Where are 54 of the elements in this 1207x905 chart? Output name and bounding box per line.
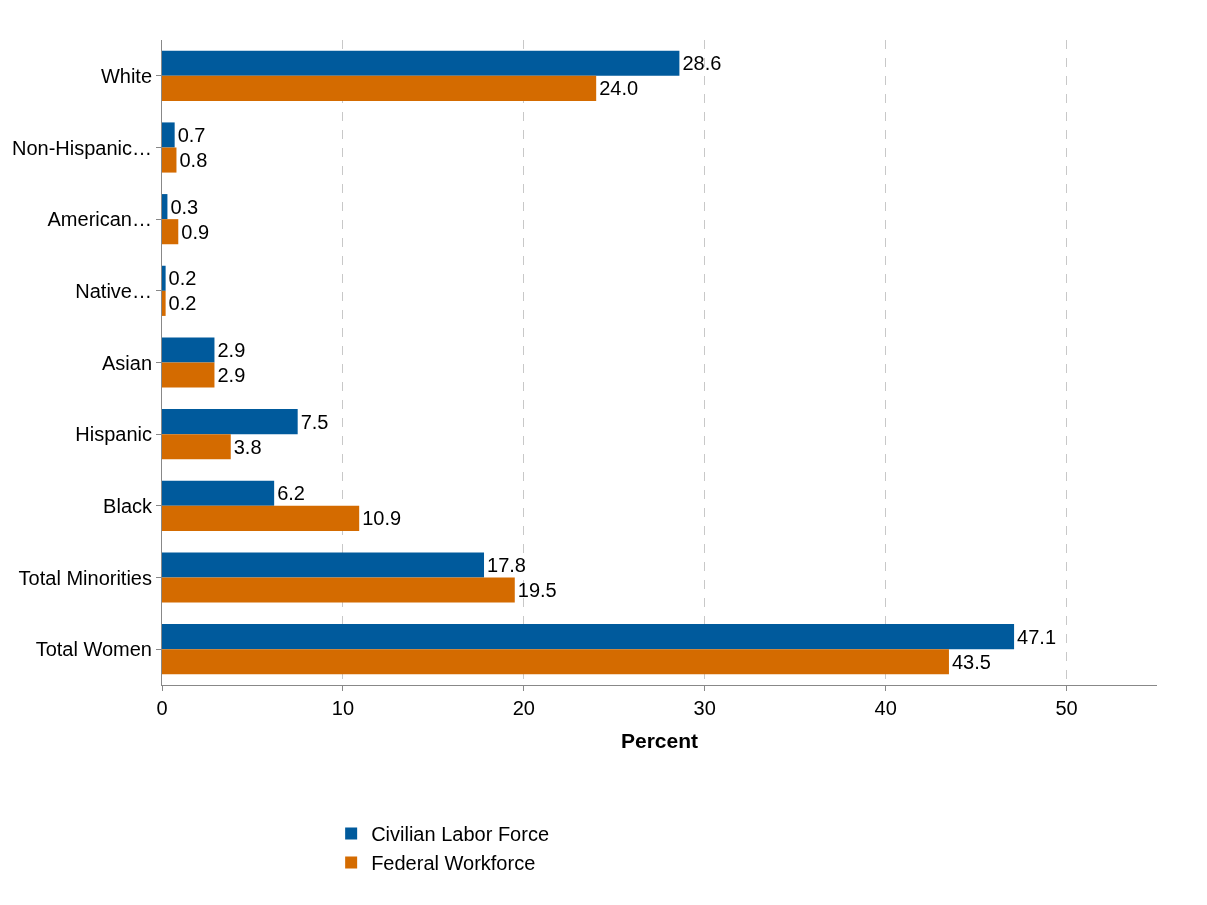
bar <box>162 577 515 603</box>
x-tick-label: 40 <box>874 697 897 719</box>
data-label: 28.6 <box>682 52 722 75</box>
y-tick-label: Non-Hispanic… <box>11 136 152 159</box>
x-tick-label: 30 <box>693 697 716 719</box>
bar <box>162 434 231 460</box>
bar <box>162 362 215 388</box>
bar <box>162 505 360 531</box>
bar <box>162 194 168 220</box>
bar <box>162 147 177 173</box>
data-label: 0.8 <box>179 149 208 172</box>
data-label: 7.5 <box>300 410 329 433</box>
y-tick-label: Black <box>103 494 153 517</box>
bar <box>162 409 298 435</box>
bar <box>162 219 179 245</box>
y-tick-label: Total Women <box>35 638 152 661</box>
bar <box>162 50 680 76</box>
data-label: 2.9 <box>217 338 246 361</box>
bar <box>162 75 597 101</box>
data-label: 10.9 <box>362 507 402 530</box>
y-tick-label: Asian <box>101 351 152 374</box>
y-tick-label: Hispanic <box>75 423 152 446</box>
data-label: 43.5 <box>951 650 991 673</box>
data-label: 24.0 <box>599 77 639 100</box>
data-label: 6.2 <box>277 482 305 505</box>
legend-label: Civilian Labor Force <box>371 823 550 846</box>
data-label: 47.1 <box>1017 625 1057 648</box>
data-label: 19.5 <box>517 579 557 602</box>
x-tick-label: 0 <box>156 697 168 719</box>
data-label: 0.2 <box>168 267 197 290</box>
x-tick-label: 10 <box>331 697 355 719</box>
bar <box>162 122 175 148</box>
x-tick-label: 50 <box>1055 697 1078 719</box>
bar <box>162 480 275 506</box>
bar <box>162 649 949 675</box>
data-label: 0.9 <box>181 220 210 243</box>
bar <box>162 290 166 316</box>
x-tick-label: 20 <box>512 697 535 719</box>
x-axis-title: Percent <box>620 729 699 753</box>
y-tick-label: Native… <box>75 279 152 302</box>
y-tick-label: Total Minorities <box>18 566 152 589</box>
legend-label: Federal Workforce <box>371 852 536 875</box>
bar <box>162 624 1015 650</box>
data-label: 17.8 <box>487 553 526 576</box>
bar <box>162 552 485 578</box>
data-label: 2.9 <box>217 364 246 387</box>
bar <box>162 337 215 363</box>
bar <box>162 265 166 291</box>
data-label: 0.3 <box>170 195 199 218</box>
data-label: 0.2 <box>168 292 197 315</box>
data-label: 0.7 <box>177 123 206 146</box>
y-tick-label: White <box>100 64 152 87</box>
data-label: 3.8 <box>233 435 262 458</box>
y-tick-label: American… <box>47 208 152 231</box>
